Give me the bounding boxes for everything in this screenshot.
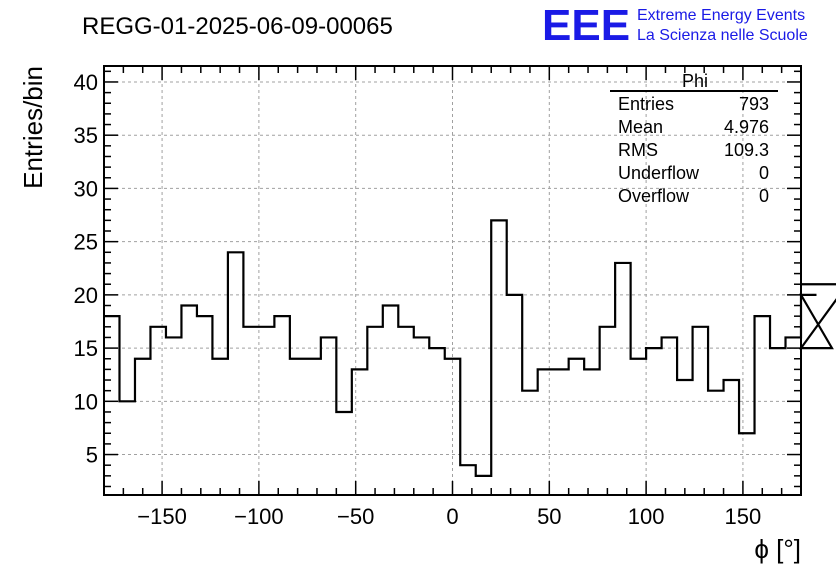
stats-rows: Entries 793 Mean 4.976 RMS 109.3 Underflow 0 Ove… xyxy=(618,94,769,206)
stats-value: 0 xyxy=(759,163,769,183)
stats-label: RMS xyxy=(618,140,658,160)
histogram-steps xyxy=(104,219,836,477)
y-tick-label: 20 xyxy=(74,283,98,308)
stats-value: 793 xyxy=(739,94,769,114)
plot-frame xyxy=(103,65,802,496)
logo-line-1: Extreme Energy Events xyxy=(637,7,805,24)
x-tick-label: −150 xyxy=(137,504,187,529)
y-tick-label: 25 xyxy=(74,230,98,255)
x-tick-labels: −150 −100 −50 0 50 100 150 xyxy=(137,504,761,529)
y-tick-labels: 5 10 15 20 25 30 35 40 xyxy=(74,70,98,468)
axis-ticks xyxy=(104,66,801,495)
grid-lines xyxy=(104,66,801,495)
y-tick-label: 15 xyxy=(74,336,98,361)
stats-box: Phi Entries 793 Mean 4.976 RMS 109.3 Underflow… xyxy=(610,71,778,206)
y-tick-label: 35 xyxy=(74,123,98,148)
x-tick-label: 150 xyxy=(725,504,762,529)
x-tick-label: 50 xyxy=(537,504,561,529)
x-tick-label: −100 xyxy=(234,504,284,529)
y-tick-label: 40 xyxy=(74,70,98,95)
stats-label: Underflow xyxy=(618,163,700,183)
stats-value: 0 xyxy=(759,186,769,206)
eee-logo-mark: EEE xyxy=(542,1,630,50)
x-tick-label: 100 xyxy=(628,504,665,529)
stats-label: Mean xyxy=(618,117,663,137)
y-tick-label: 30 xyxy=(74,176,98,201)
y-tick-label: 5 xyxy=(86,443,98,468)
x-tick-label: −50 xyxy=(337,504,374,529)
histogram-series xyxy=(104,219,836,477)
chart-title: REGG-01-2025-06-09-00065 xyxy=(82,13,393,40)
logo-line-2: La Scienza nelle Scuole xyxy=(637,27,808,44)
y-axis-label: Entries/bin xyxy=(18,66,48,189)
stats-title: Phi xyxy=(682,71,708,91)
stats-label: Overflow xyxy=(618,186,690,206)
x-axis-label: ϕ [°] xyxy=(754,534,801,564)
stats-value: 4.976 xyxy=(724,117,769,137)
stats-value: 109.3 xyxy=(724,140,769,160)
y-tick-label: 10 xyxy=(74,389,98,414)
x-tick-label: 0 xyxy=(446,504,458,529)
eee-logo: EEE Extreme Energy Events La Scienza nel… xyxy=(542,1,808,50)
stats-label: Entries xyxy=(618,94,674,114)
